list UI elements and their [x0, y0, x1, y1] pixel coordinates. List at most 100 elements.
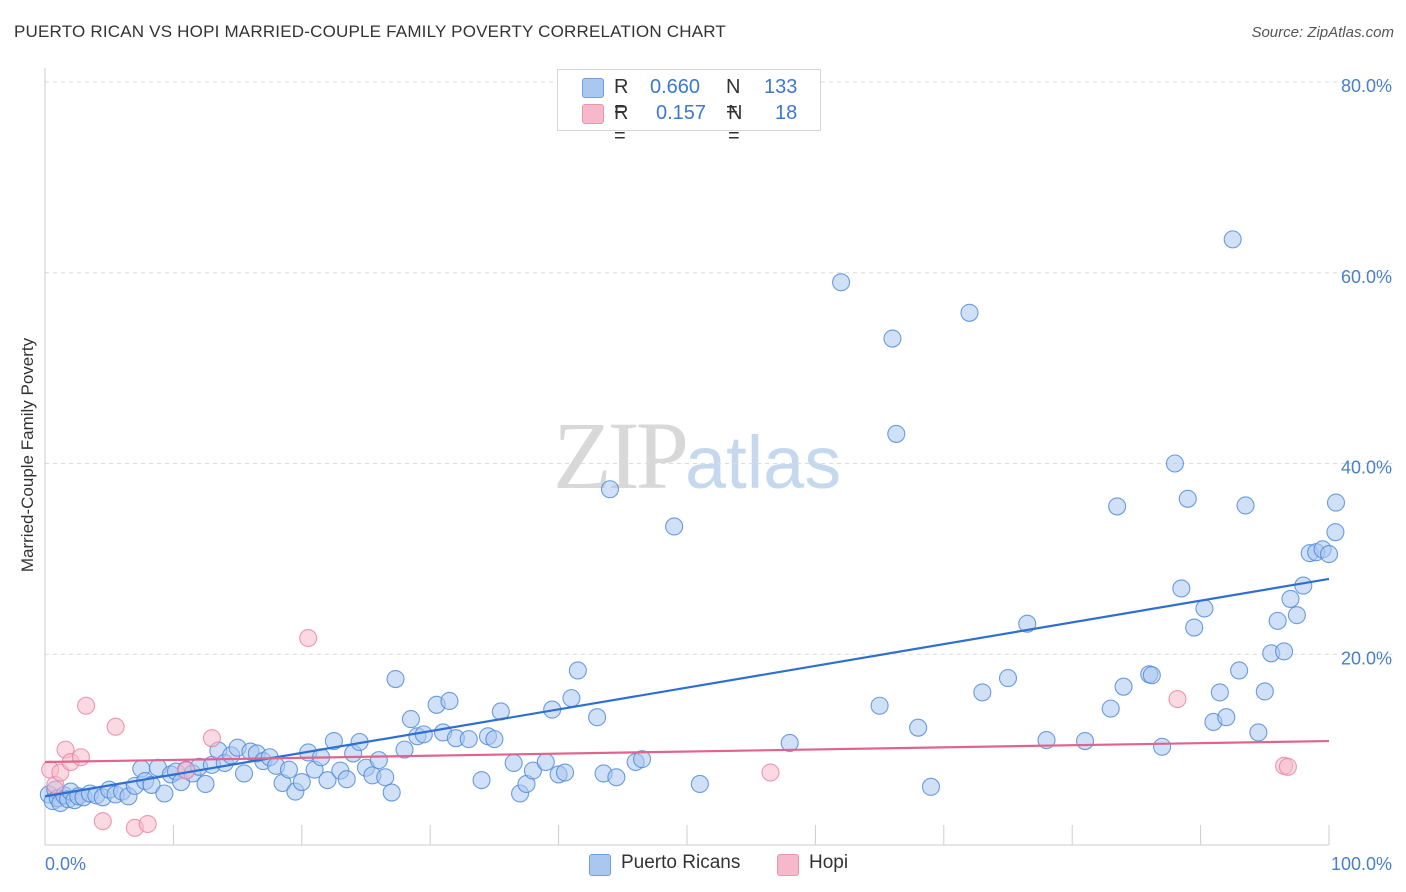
puerto-rican-point [1185, 618, 1204, 637]
puerto-rican-point [600, 480, 620, 499]
puerto-rican-point [142, 775, 161, 794]
puerto-rican-point [1319, 545, 1339, 564]
puerto-rican-point [1281, 589, 1300, 608]
puerto-rican-point [1075, 731, 1095, 751]
hopi-point [1168, 690, 1187, 709]
legend-swatch-puerto-ricans [589, 854, 611, 876]
puerto-rican-point [376, 768, 395, 787]
puerto-rican-point [401, 710, 420, 729]
grid-lines [45, 81, 1392, 655]
puerto-rican-point [504, 753, 523, 773]
puerto-rican-point [1249, 723, 1268, 742]
puerto-rican-point [960, 303, 979, 322]
legend-r-label: R = [614, 102, 629, 147]
puerto-rican-point [292, 773, 311, 792]
puerto-rican-point [588, 708, 607, 727]
puerto-rican-point [536, 752, 555, 772]
puerto-rican-point [665, 517, 684, 536]
hopi-point [93, 812, 112, 831]
puerto-rican-point [1195, 599, 1214, 618]
puerto-rican-point [234, 764, 254, 783]
puerto-rican-point [279, 760, 299, 779]
puerto-rican-point [973, 683, 992, 702]
legend-r-value: 0.157 [656, 102, 707, 124]
legend-label-puerto-ricans: Puerto Ricans [621, 852, 741, 873]
puerto-rican-point [780, 733, 799, 752]
puerto-rican-point [1326, 523, 1345, 542]
data-points [39, 230, 1346, 837]
puerto-rican-point [1326, 493, 1346, 512]
puerto-rican-point [324, 731, 343, 751]
puerto-rican-point [395, 740, 414, 759]
legend-n-value: 133 [764, 76, 798, 98]
puerto-rican-point [1178, 489, 1197, 508]
tick-labels: 20.0% 40.0% 60.0% 80.0% 0.0% 100.0% [45, 76, 1392, 874]
puerto-rican-point [1223, 230, 1242, 249]
puerto-rican-point [318, 771, 337, 790]
puerto-rican-point [607, 768, 626, 787]
puerto-rican-point [472, 771, 491, 790]
hopi-point [77, 696, 96, 715]
hopi-point [761, 763, 780, 782]
hopi-point [138, 814, 157, 834]
puerto-rican-point [1294, 576, 1313, 595]
puerto-rican-point [1101, 699, 1120, 718]
correlation-legend: R = 0.660 N = 133 R = 0.157 N = 18 [557, 69, 821, 147]
hopi-point [202, 729, 221, 748]
puerto-rican-point [485, 730, 504, 749]
watermark-zip: ZIP [553, 402, 689, 509]
puerto-rican-point [555, 763, 575, 782]
puerto-rican-point [1142, 666, 1161, 685]
y-tick-label: 40.0% [1341, 458, 1392, 478]
y-tick-label: 20.0% [1341, 648, 1392, 668]
puerto-rican-point [386, 669, 405, 689]
puerto-rican-point [1153, 737, 1172, 756]
puerto-rican-point [568, 661, 587, 680]
puerto-rican-point [1108, 497, 1127, 516]
puerto-rican-point [562, 689, 581, 708]
puerto-rican-point [633, 750, 652, 769]
y-tick-label: 60.0% [1341, 267, 1392, 287]
puerto-rican-point [921, 777, 941, 796]
puerto-rican-point [1255, 682, 1274, 701]
legend-swatch-puerto-ricans [582, 78, 604, 98]
puerto-rican-point [459, 730, 478, 749]
puerto-rican-point [832, 273, 851, 292]
puerto-rican-point [1217, 708, 1236, 727]
y-tick-label: 80.0% [1341, 76, 1392, 96]
hopi-trend-line [44, 739, 1330, 764]
puerto-rican-point [382, 783, 401, 802]
watermark: ZIPatlas [553, 400, 841, 511]
legend-r-label: R = [614, 76, 629, 121]
legend-n-label: N = [728, 102, 743, 147]
puerto-rican-point [909, 718, 928, 737]
puerto-rican-point [1018, 614, 1037, 633]
puerto-rican-point [998, 669, 1018, 688]
puerto-rican-point [1230, 661, 1249, 680]
puerto-rican-point [1275, 642, 1294, 661]
hopi-point [106, 717, 125, 736]
source-note: Source: ZipAtlas.com [1251, 24, 1394, 41]
legend-n-value: 18 [775, 102, 798, 124]
legend-n-label: N = [726, 76, 741, 121]
puerto-rican-point [1165, 454, 1184, 473]
hopi-point [71, 748, 91, 767]
puerto-rican-point [440, 691, 459, 711]
legend-label-hopi: Hopi [809, 852, 849, 873]
chart-title: PUERTO RICAN VS HOPI MARRIED-COUPLE FAMI… [14, 22, 727, 41]
x-tick-label: 100.0% [1331, 854, 1392, 874]
legend-swatch-hopi [777, 854, 799, 876]
puerto-rican-point [870, 696, 889, 715]
puerto-rican-point [369, 751, 388, 770]
puerto-rican-point [1037, 731, 1056, 750]
puerto-rican-point [690, 774, 709, 794]
trend-lines [44, 577, 1330, 798]
puerto-rican-point [414, 725, 433, 744]
puerto-rican-point [155, 784, 174, 803]
puerto-rican-point [887, 424, 906, 443]
puerto-rican-point [523, 761, 542, 780]
hopi-point [299, 628, 318, 648]
x-tick-label: 0.0% [45, 854, 86, 874]
puerto-rican-point [883, 329, 902, 348]
